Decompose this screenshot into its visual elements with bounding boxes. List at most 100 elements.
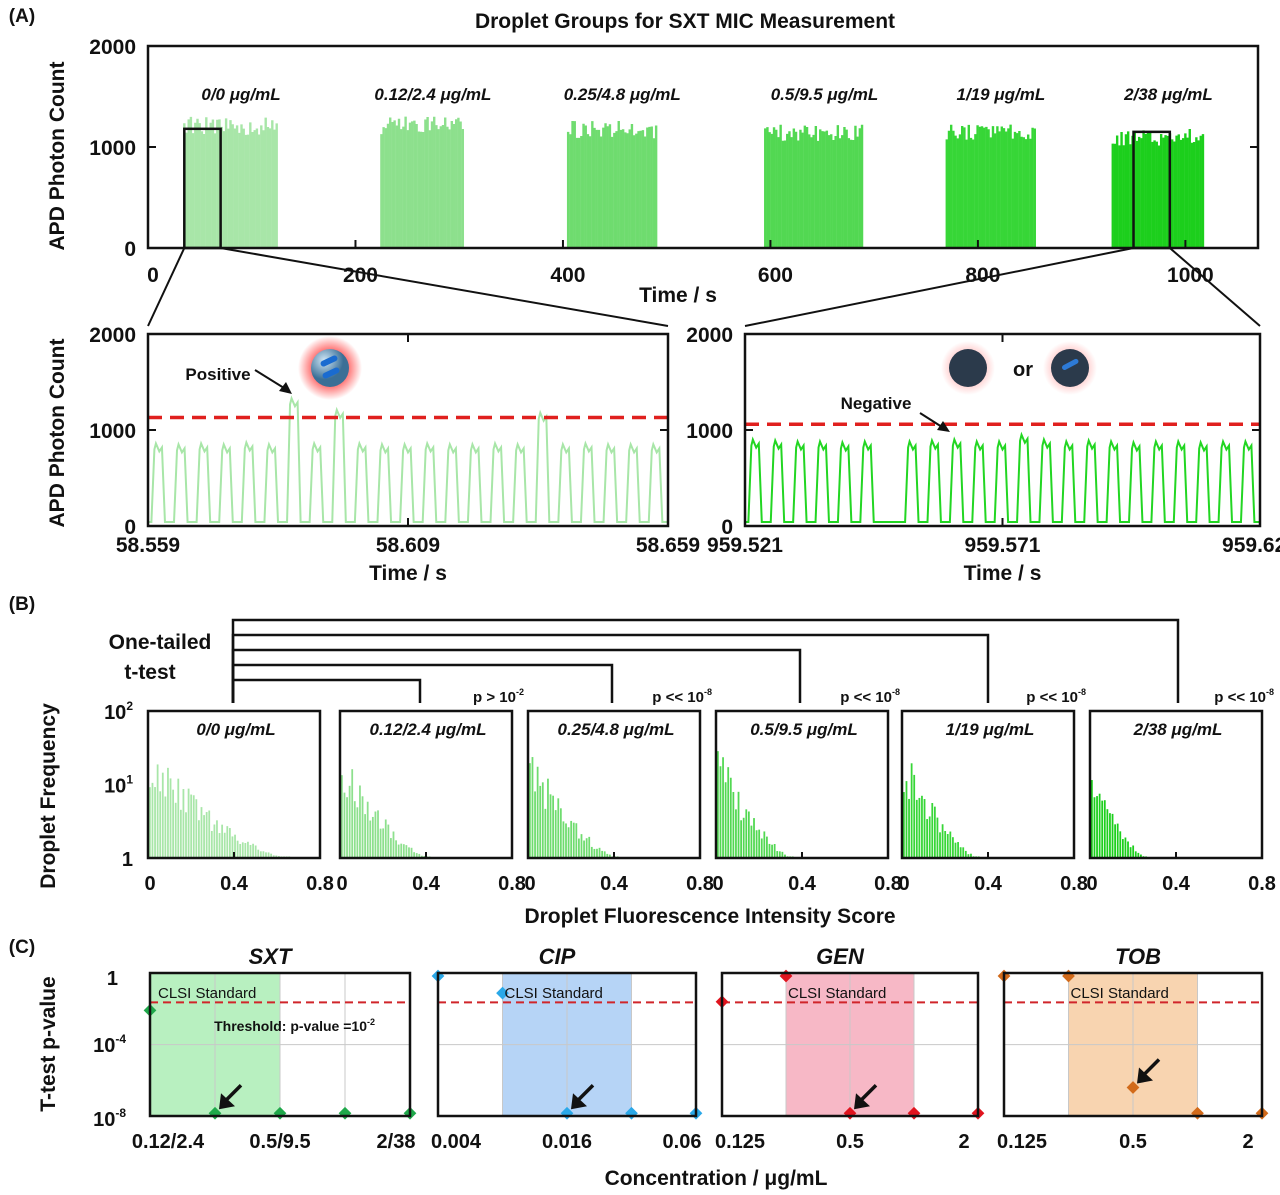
mic-arrow-head-2 bbox=[854, 1093, 870, 1110]
or-label: or bbox=[1013, 359, 1033, 381]
group-label-1: 0.12/2.4 μg/mL bbox=[374, 85, 491, 104]
hist-ytick-0: 1 bbox=[122, 849, 133, 871]
zoom-right-ytick-2: 2000 bbox=[686, 324, 733, 347]
group-label-4: 1/19 μg/mL bbox=[957, 85, 1046, 104]
zoom-trace-right bbox=[745, 431, 1260, 523]
hist-pvalue-2: p << 10-8 bbox=[652, 687, 712, 706]
hist-pvalue-1: p > 10-2 bbox=[473, 687, 524, 706]
hist-label-1: 0.12/2.4 μg/mL bbox=[369, 720, 486, 739]
zoom-connector-right-a bbox=[744, 247, 1134, 327]
histogram-4 bbox=[903, 763, 980, 858]
pvalue-panel-sxt bbox=[143, 973, 417, 1120]
hist-5-xtick-1: 0.4 bbox=[1162, 873, 1191, 895]
a-top-ytick-0: 0 bbox=[124, 238, 136, 261]
zoom-box-0 bbox=[183, 127, 222, 250]
droplet-group-4 bbox=[945, 124, 1036, 248]
pvalue-1-xtick-1: 0.016 bbox=[542, 1131, 592, 1153]
zoom-connector-right-b bbox=[1169, 247, 1261, 327]
hist-3-xtick-1: 0.4 bbox=[788, 873, 817, 895]
hist-4-xtick-2: 0.8 bbox=[1060, 873, 1088, 895]
zoom-right-ytick-0: 0 bbox=[721, 516, 733, 539]
clsi-label-2: CLSI Standard bbox=[788, 985, 886, 1002]
pvalue-panel-tob bbox=[997, 969, 1269, 1120]
droplet-group-2 bbox=[566, 121, 658, 248]
panel-label-a: (A) bbox=[9, 6, 35, 27]
negative-droplet-icon-empty bbox=[941, 341, 995, 395]
pvalue-frame-2 bbox=[720, 971, 980, 1118]
hist-4-xtick-1: 0.4 bbox=[974, 873, 1003, 895]
hist-3-xtick-2: 0.8 bbox=[874, 873, 902, 895]
hist-pvalue-3: p << 10-8 bbox=[840, 687, 900, 706]
a-top-xtick-1: 200 bbox=[343, 264, 378, 287]
pvalue-panel-cip bbox=[431, 969, 703, 1120]
pvalue-title-3: TOB bbox=[1115, 944, 1161, 969]
hist-2-xtick-0: 0 bbox=[524, 873, 535, 895]
pvalue-0-xtick-0: 0.12/2.4 bbox=[132, 1131, 205, 1153]
mic-arrow-head-1 bbox=[571, 1093, 587, 1110]
pvalue-ytick-2: 10-8 bbox=[93, 1106, 126, 1131]
hist-label-3: 0.5/9.5 μg/mL bbox=[750, 720, 858, 739]
histogram-5 bbox=[1091, 780, 1147, 858]
panel-label-b: (B) bbox=[9, 594, 35, 615]
clsi-label-3: CLSI Standard bbox=[1071, 985, 1169, 1002]
pvalue-ytick-1: 10-4 bbox=[93, 1032, 126, 1057]
group-label-5: 2/38 μg/mL bbox=[1123, 85, 1213, 104]
hist-1-xtick-1: 0.4 bbox=[412, 873, 441, 895]
histogram-1 bbox=[341, 769, 431, 858]
pvalue-0-xtick-1: 0.5/9.5 bbox=[249, 1131, 310, 1153]
pvalue-point-0-3 bbox=[338, 1106, 352, 1120]
histogram-3 bbox=[717, 751, 794, 858]
zoom-left-ytick-0: 0 bbox=[124, 516, 136, 539]
clsi-label-0: CLSI Standard bbox=[158, 985, 256, 1002]
mic-arrow-head-0 bbox=[219, 1093, 235, 1110]
hist-pvalue-5: p << 10-8 bbox=[1214, 687, 1274, 706]
zoom-left-xtick-1: 58.609 bbox=[376, 534, 440, 557]
pvalue-1-xtick-0: 0.004 bbox=[431, 1131, 482, 1153]
droplet-group-1 bbox=[380, 116, 465, 248]
zoom-connector-left-a bbox=[147, 247, 186, 327]
negative-arrow bbox=[919, 412, 943, 428]
hist-5-xtick-2: 0.8 bbox=[1248, 873, 1276, 895]
zoom-trace-left bbox=[148, 395, 668, 523]
hist-label-4: 1/19 μg/mL bbox=[946, 720, 1035, 739]
hist-0-xtick-1: 0.4 bbox=[220, 873, 249, 895]
zoom-right-xlabel: Time / s bbox=[964, 562, 1042, 585]
pvalue-3-xtick-1: 0.5 bbox=[1119, 1131, 1147, 1153]
pvalue-point-3-2 bbox=[1126, 1081, 1140, 1094]
pvalue-title-2: GEN bbox=[816, 944, 865, 969]
mic-arrow-head-3 bbox=[1137, 1067, 1153, 1084]
hist-label-5: 2/38 μg/mL bbox=[1133, 720, 1223, 739]
b-xlabel: Droplet Fluorescence Intensity Score bbox=[524, 905, 895, 928]
zoom-right-xtick-2: 959.621 bbox=[1222, 534, 1280, 557]
plot-frame-zoom-left bbox=[146, 332, 670, 528]
zoom-connector-left-b bbox=[220, 247, 669, 327]
c-xlabel: Concentration / μg/mL bbox=[605, 1167, 828, 1190]
positive-droplet-icon bbox=[298, 336, 362, 400]
c-ylabel: T-test p-value bbox=[37, 976, 60, 1111]
plot-frame-a-top bbox=[146, 44, 1260, 250]
negative-arrow-head bbox=[937, 421, 950, 432]
zoom-right-xtick-0: 959.521 bbox=[707, 534, 783, 557]
hist-2-xtick-1: 0.4 bbox=[600, 873, 629, 895]
group-label-2: 0.25/4.8 μg/mL bbox=[564, 85, 681, 104]
pvalue-2-xtick-0: 0.125 bbox=[715, 1131, 765, 1153]
hist-2-xtick-2: 0.8 bbox=[686, 873, 714, 895]
droplet-group-3 bbox=[764, 124, 864, 248]
plot-frame-zoom-right bbox=[743, 332, 1262, 528]
zoom-left-xtick-2: 58.659 bbox=[636, 534, 700, 557]
droplet-group-5 bbox=[1111, 128, 1205, 248]
droplet-group-0 bbox=[183, 116, 278, 248]
a-top-xtick-3: 600 bbox=[758, 264, 793, 287]
hist-0-xtick-0: 0 bbox=[144, 873, 155, 895]
a-top-ytick-2: 2000 bbox=[89, 36, 136, 59]
zoom-left-xtick-0: 58.559 bbox=[116, 534, 180, 557]
pvalue-1-xtick-2: 0.06 bbox=[663, 1131, 702, 1153]
hist-5-xtick-0: 0 bbox=[1086, 873, 1097, 895]
zoom-right-xtick-1: 959.571 bbox=[965, 534, 1041, 557]
hist-1-xtick-2: 0.8 bbox=[498, 873, 526, 895]
zoom-left-xlabel: Time / s bbox=[369, 562, 447, 585]
positive-arrow bbox=[254, 369, 285, 389]
pvalue-title-0: SXT bbox=[249, 944, 293, 969]
hist-pvalue-4: p << 10-8 bbox=[1026, 687, 1086, 706]
zoom-right-ytick-1: 1000 bbox=[686, 420, 733, 443]
